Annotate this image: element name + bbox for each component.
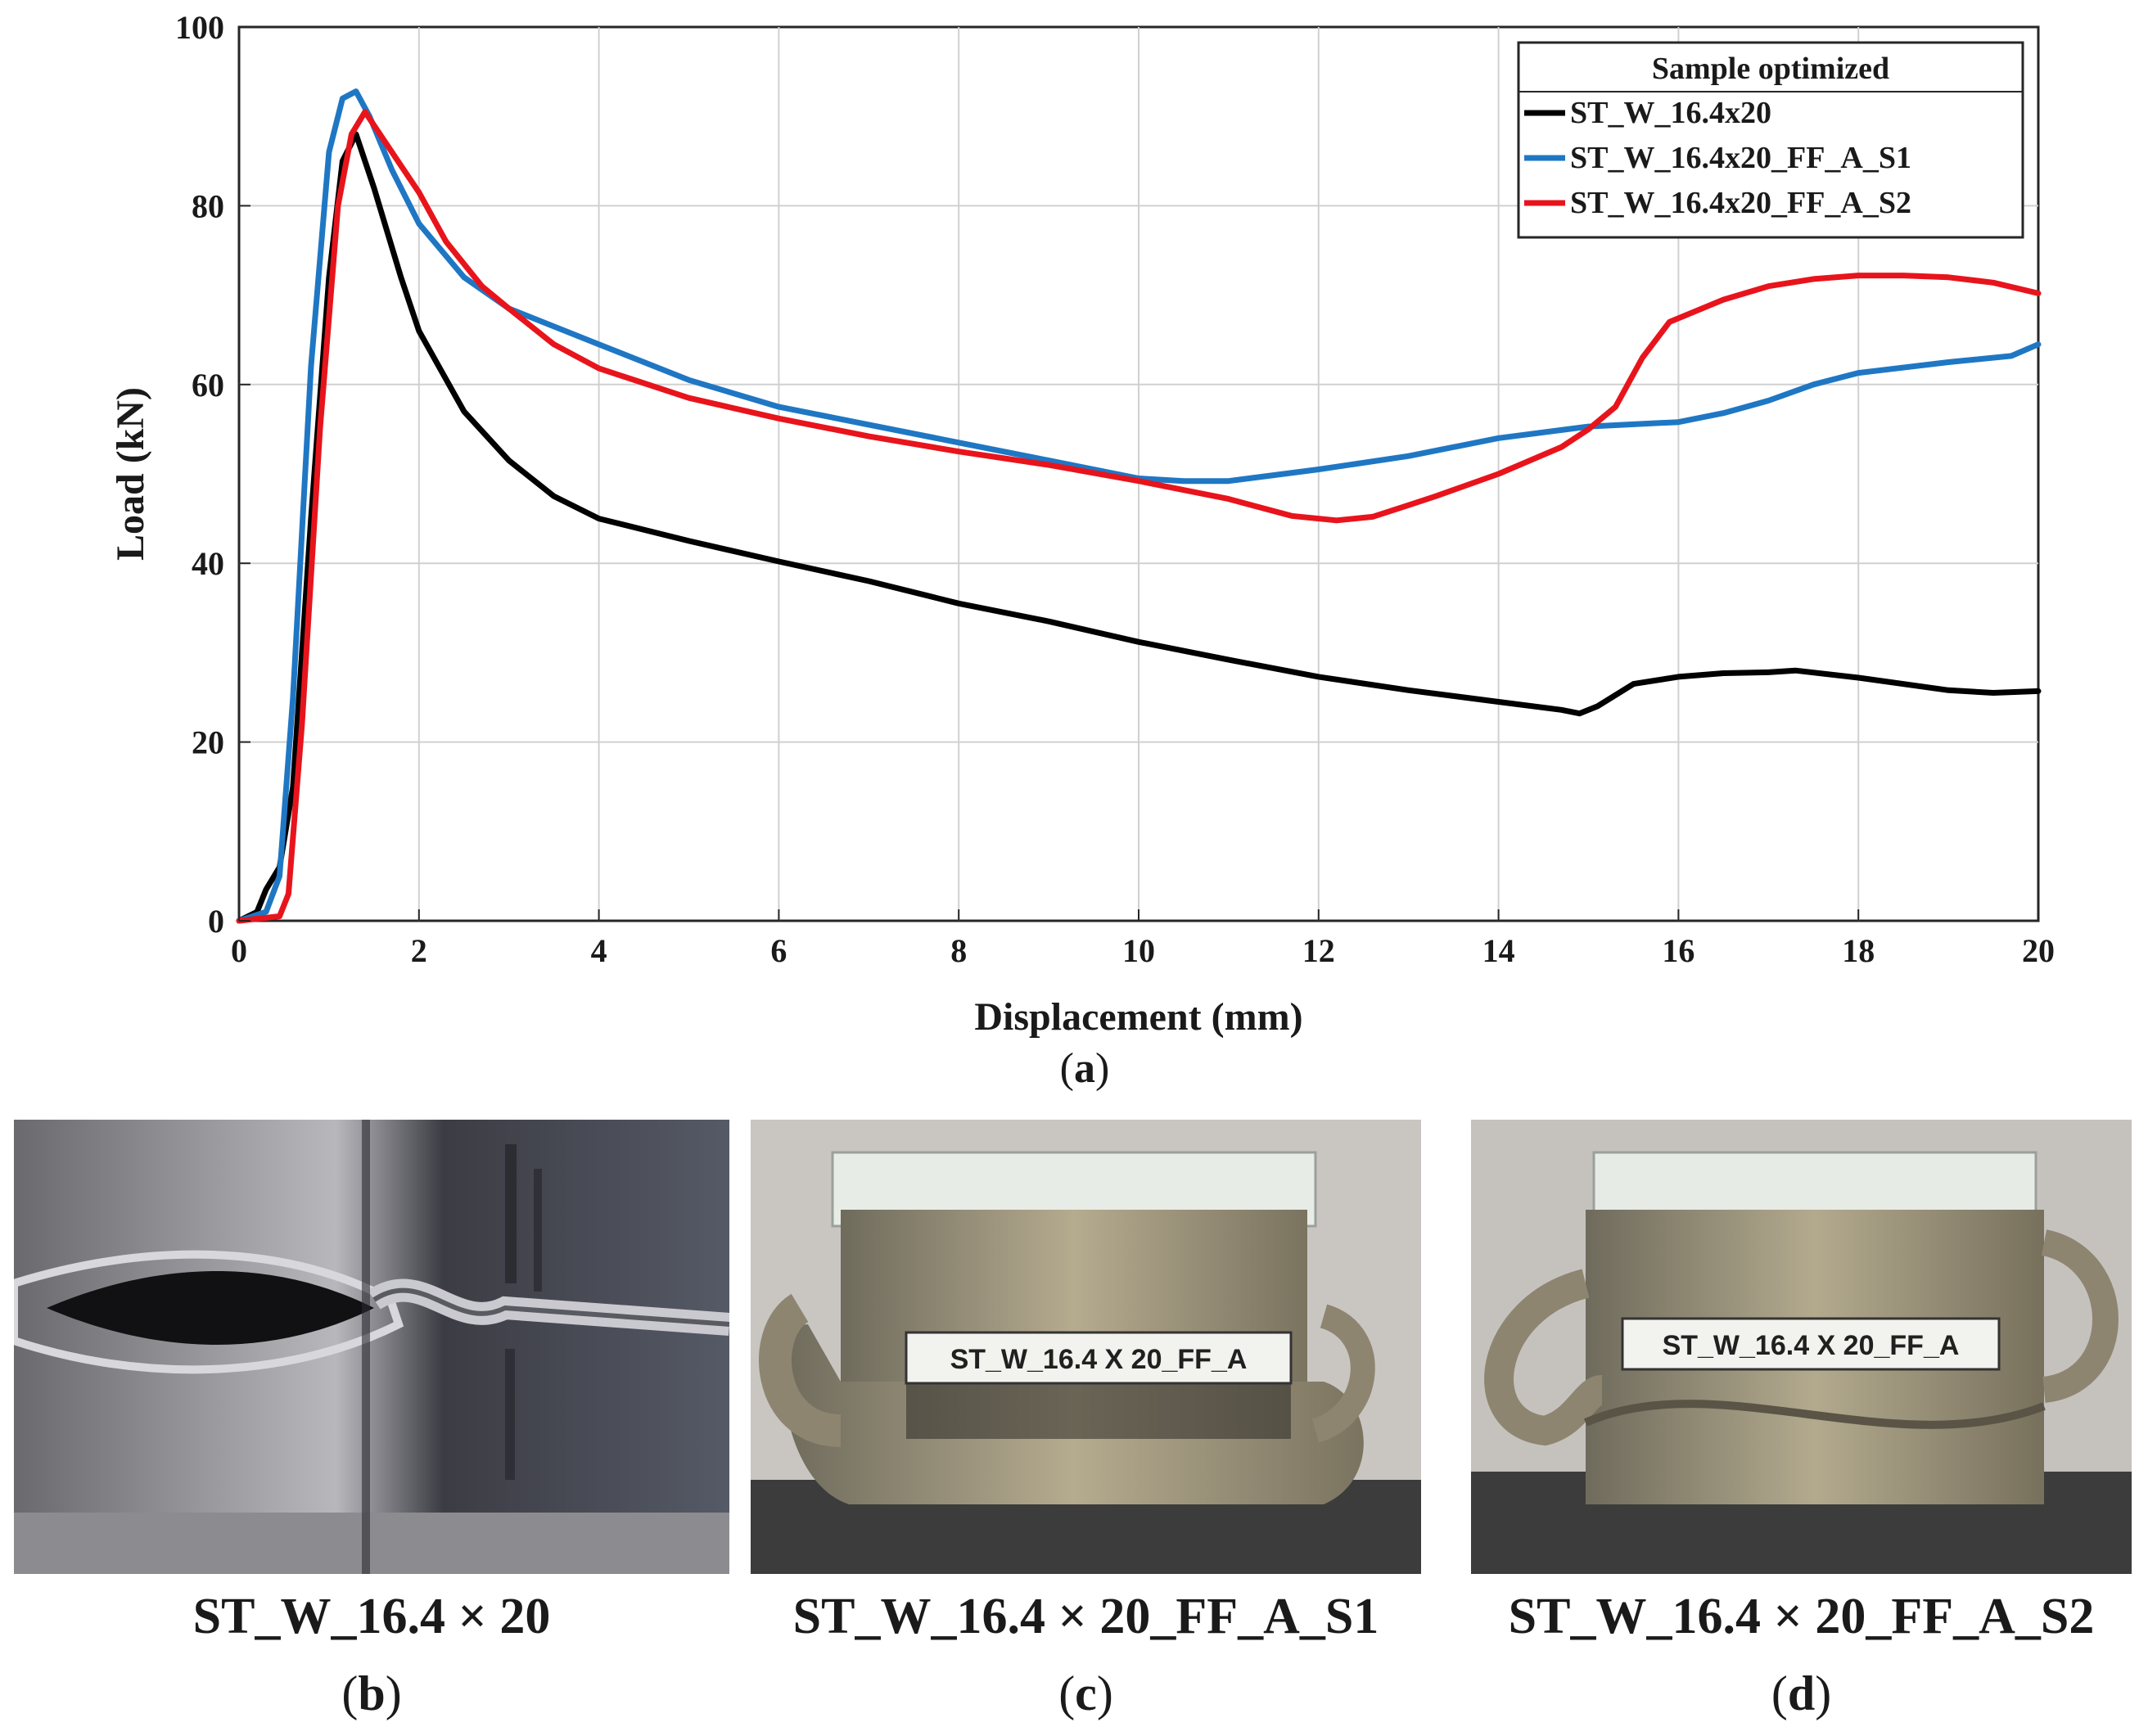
x-tick-label: 2 [411,932,427,969]
photo-d-image: ST_W_16.4 X 20_FF_A [1471,1120,2132,1574]
x-tick-label: 16 [1662,932,1694,969]
x-tick-label: 0 [231,932,247,969]
y-tick-label: 80 [192,187,224,224]
legend-label-1: ST_W_16.4x20 [1570,96,1771,130]
y-tick-label: 60 [192,367,224,404]
subfigure-label-c: (c) [1058,1666,1113,1720]
series-line-3 [236,109,2042,924]
photo-panel-d: ST_W_16.4 X 20_FF_A [1471,1120,2132,1574]
photo-b-image [14,1120,729,1574]
caption-panel-c: ST_W_16.4 × 20_FF_A_S1 [792,1589,1379,1644]
x-tick-label: 18 [1842,932,1875,969]
x-tick-label: 8 [950,932,967,969]
series-layer [236,88,2042,924]
legend-title: Sample optimized [1652,52,1889,86]
specimen-tag-d-text: ST_W_16.4 X 20_FF_A [1663,1330,1960,1361]
axis-ticks: 0 2 4 6 8 10 12 14 16 18 20 0 20 40 60 80 100 [175,9,2055,969]
y-tick-label: 100 [175,9,224,46]
legend-label-2: ST_W_16.4x20_FF_A_S1 [1570,141,1911,175]
specimen-tag-c-text: ST_W_16.4 X 20_FF_A [950,1344,1248,1375]
y-axis-title: Load (kN) [109,387,152,561]
x-tick-label: 12 [1302,932,1335,969]
x-tick-label: 20 [2022,932,2055,969]
photo-panel-c: ST_W_16.4 X 20_FF_A [751,1120,1421,1574]
caption-panel-d: ST_W_16.4 × 20_FF_A_S2 [1508,1589,2095,1644]
x-axis-title: Displacement (mm) [974,995,1302,1039]
caption-panel-b: ST_W_16.4 × 20 [192,1589,551,1644]
legend-label-3: ST_W_16.4x20_FF_A_S2 [1570,186,1911,220]
y-tick-label: 40 [192,545,224,582]
y-tick-label: 0 [208,903,224,940]
x-tick-label: 10 [1122,932,1155,969]
legend-box [1517,41,2024,239]
specimen-tag-d [1621,1317,2001,1371]
photo-panel-b [14,1120,729,1574]
load-displacement-chart: 0 2 4 6 8 10 12 14 16 18 20 0 20 40 60 80 100 Displaceme… [109,9,2055,1092]
x-tick-label: 6 [770,932,787,969]
subfigure-label-d: (d) [1771,1666,1832,1720]
y-tick-label: 20 [192,724,224,761]
subfigure-label-b: (b) [341,1666,402,1720]
series-line-2 [236,88,2042,924]
x-tick-label: 14 [1482,932,1515,969]
specimen-tag-c [905,1331,1293,1385]
legend: Sample optimized ST_W_16.4x20 ST_W_16.4x2… [1517,41,2024,239]
x-tick-label: 4 [591,932,607,969]
subfigure-label-a: (a) [1060,1045,1110,1092]
photo-c-image: ST_W_16.4 X 20_FF_A [751,1120,1421,1574]
